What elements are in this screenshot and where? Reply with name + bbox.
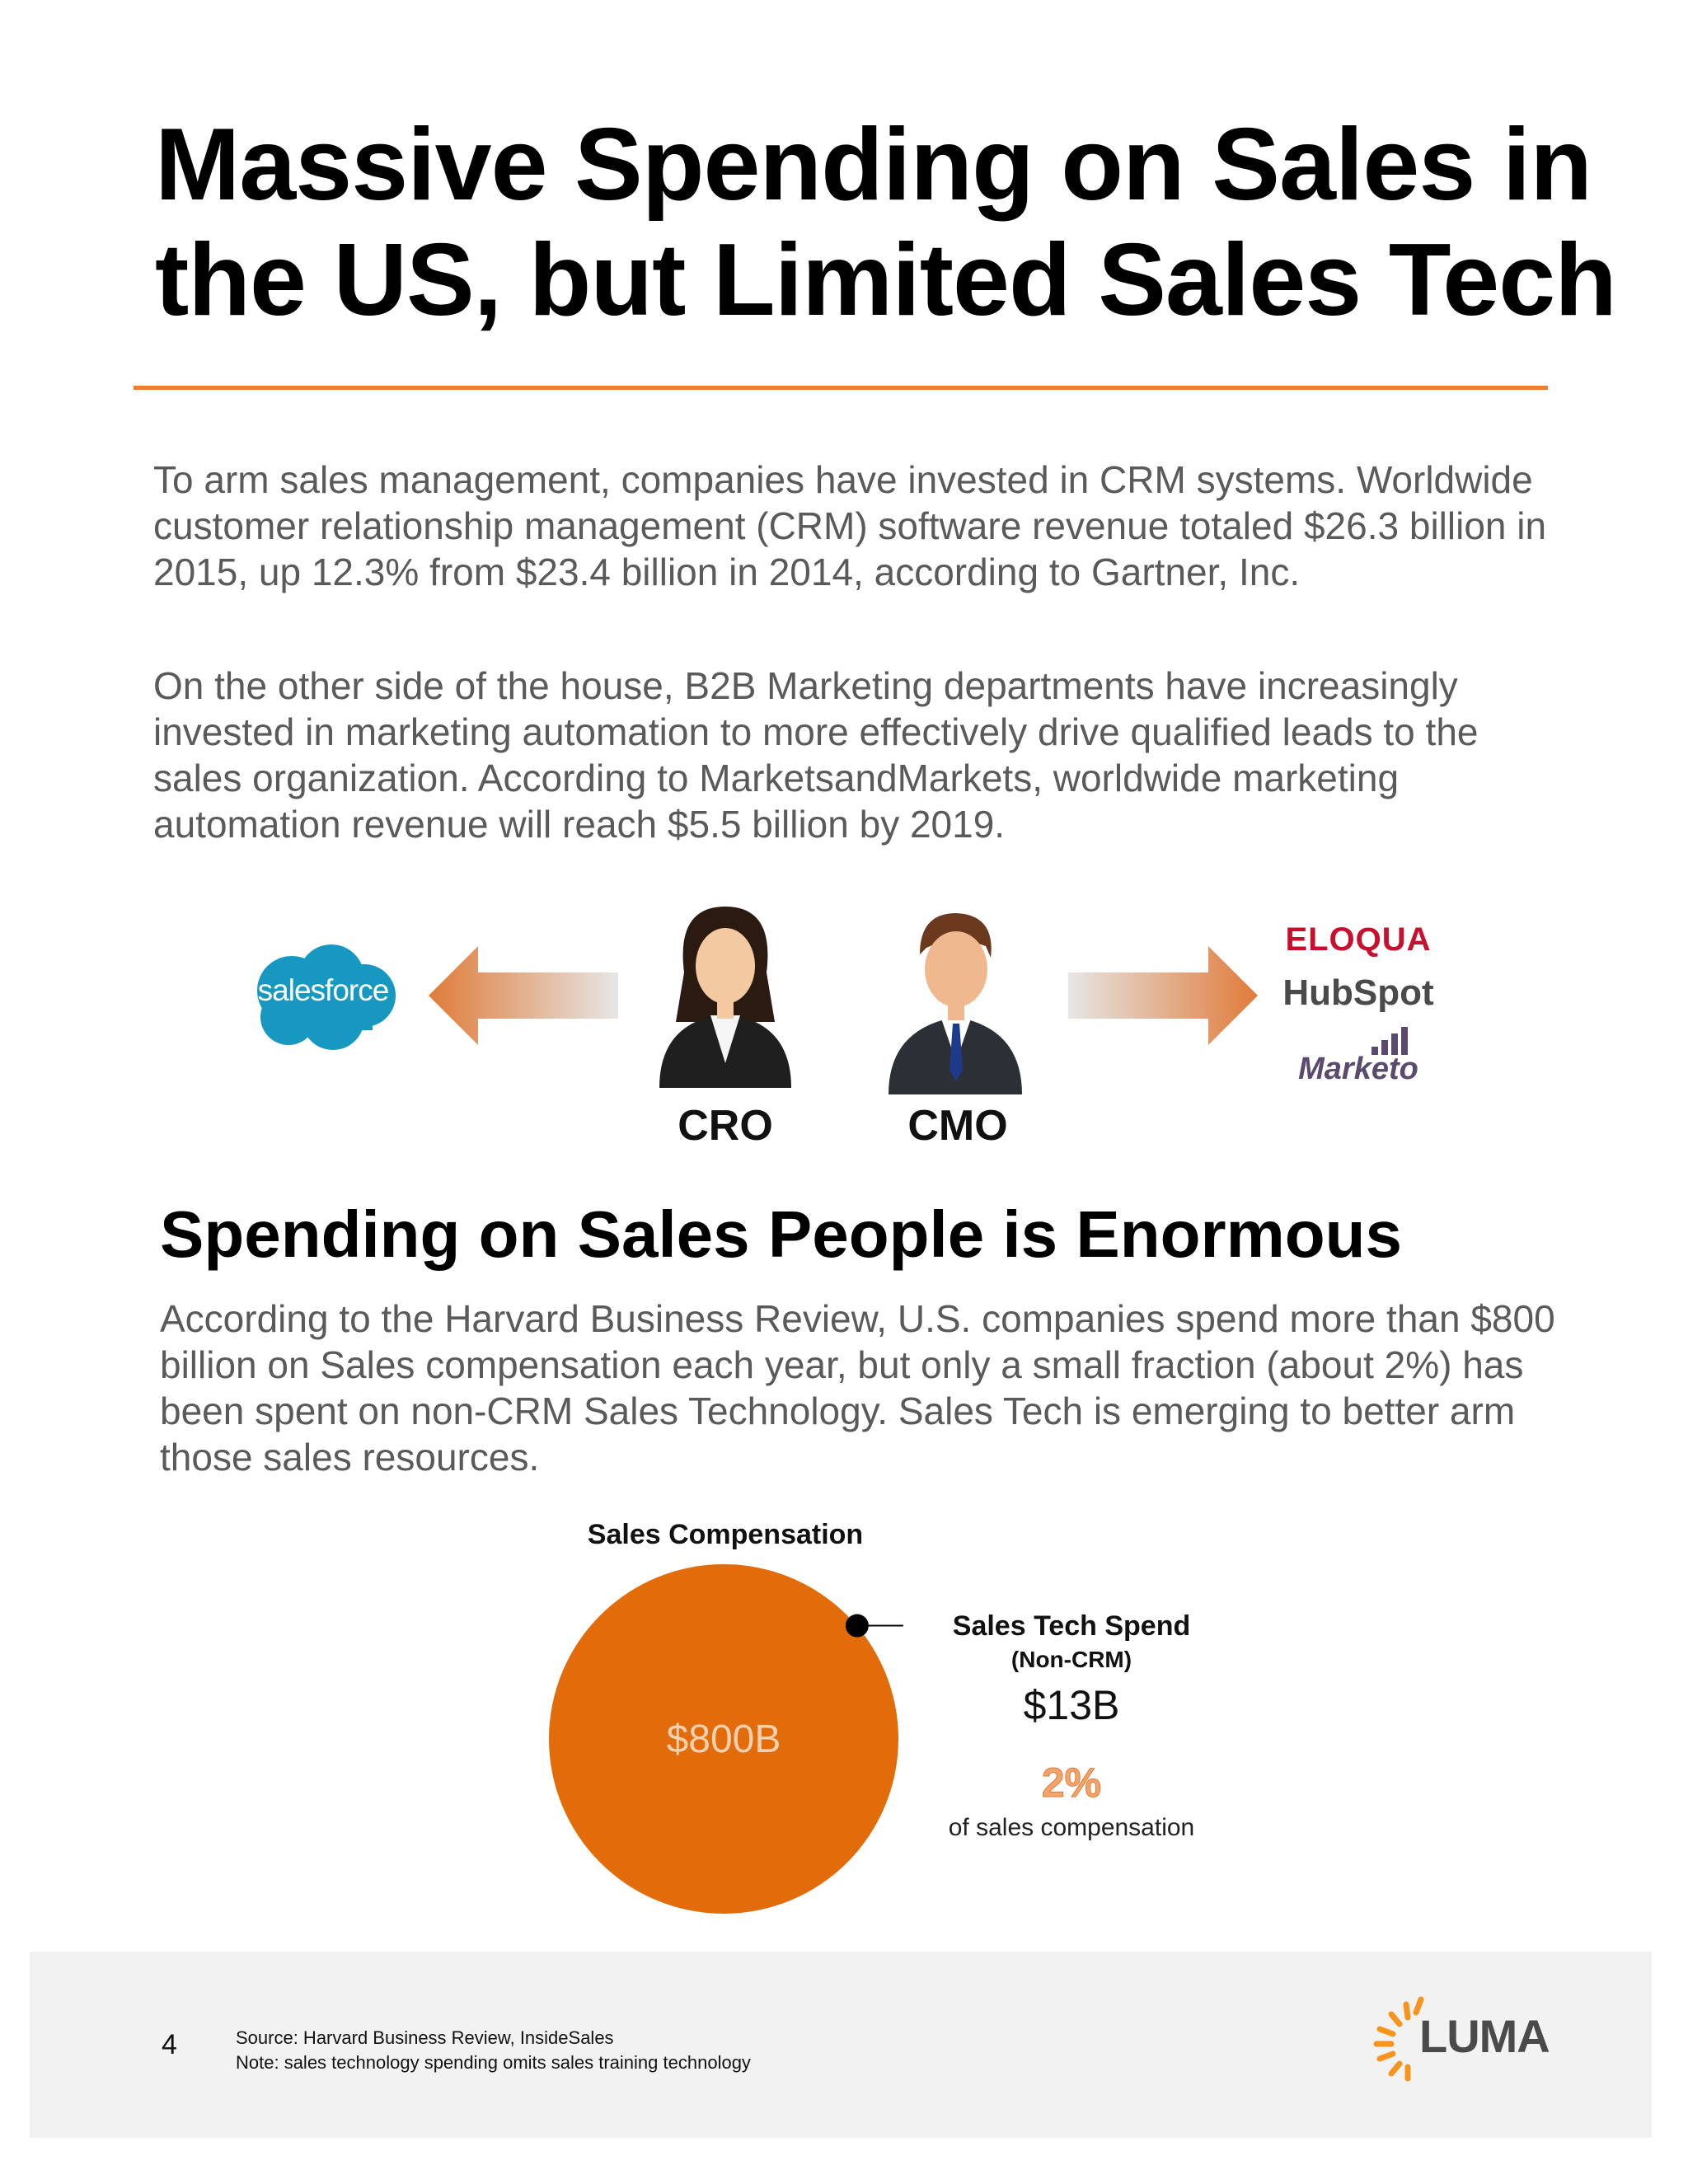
source-line: Source: Harvard Business Review, InsideS… xyxy=(236,2027,614,2048)
marketing-paragraph: On the other side of the house, B2B Mark… xyxy=(153,664,1479,846)
share-percent: 2% xyxy=(1041,1760,1102,1807)
section-heading: Spending on Sales People is Enormous xyxy=(160,1197,1402,1271)
sales-compensation-label: $800B xyxy=(667,1718,781,1761)
sales-tech-value: $13B xyxy=(1023,1682,1120,1728)
sales-tech-title: Sales Tech Spend xyxy=(952,1610,1191,1642)
marketo-bars-icon xyxy=(1372,1027,1408,1055)
cmo-label: CMO xyxy=(907,1102,1008,1150)
chart-title-sales-compensation: Sales Compensation xyxy=(587,1519,864,1550)
crm-paragraph: To arm sales management, companies have … xyxy=(153,458,1547,593)
section-paragraph: According to the Harvard Business Review… xyxy=(160,1297,1555,1479)
arrow-left-icon xyxy=(429,946,618,1045)
arrow-right-icon xyxy=(1068,946,1258,1045)
cmo-person-icon xyxy=(889,913,1022,1094)
source-note: Source: Harvard Business Review, InsideS… xyxy=(236,2026,1225,2075)
sales-tech-bubble xyxy=(845,1614,869,1638)
luma-sunburst-icon xyxy=(1373,1996,1424,2082)
hubspot-logo: HubSpot xyxy=(1282,972,1434,1013)
page-title-line-1: Massive Spending on Sales in xyxy=(155,108,1592,222)
page-title: Massive Spending on Sales in the US, but… xyxy=(155,107,1617,338)
marketo-logo: Marketo xyxy=(1298,1052,1418,1086)
share-description: of sales compensation xyxy=(948,1814,1195,1841)
cro-person-icon xyxy=(659,907,791,1088)
spending-chart: $800B xyxy=(549,1564,903,1914)
eloqua-logo: ELOQUA xyxy=(1285,921,1432,958)
sales-compensation-bubble xyxy=(549,1564,898,1914)
note-line: Note: sales technology spending omits sa… xyxy=(236,2052,751,2073)
salesforce-cloud-icon xyxy=(257,944,396,1050)
salesforce-logo-text: salesforce xyxy=(257,973,390,1007)
luma-logo-text: LUMA xyxy=(1419,2010,1550,2062)
title-divider xyxy=(134,386,1548,390)
page-title-line-2: the US, but Limited Sales Tech xyxy=(155,223,1617,337)
cro-label: CRO xyxy=(678,1102,773,1150)
sales-tech-subtitle: (Non-CRM) xyxy=(1010,1647,1132,1672)
page-number: 4 xyxy=(162,2029,177,2060)
